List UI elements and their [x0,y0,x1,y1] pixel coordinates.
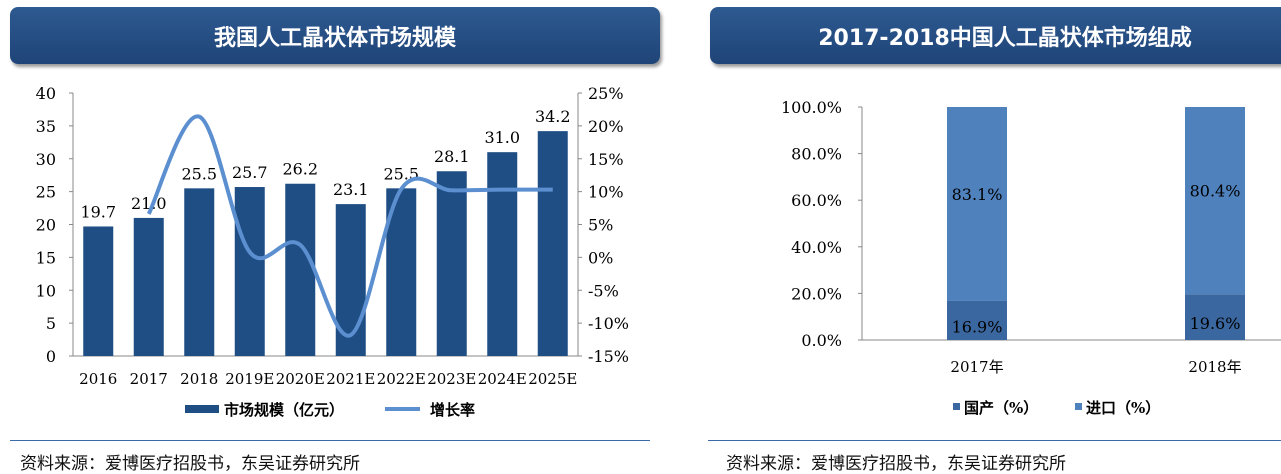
stack-segment [1185,107,1245,295]
x-tick-label: 2023E [427,370,476,388]
y-tick-label: 20.0% [791,284,842,303]
y2-tick-label: -5% [588,281,619,300]
bar-value-label: 21.0 [131,194,167,213]
bar-value-label: 23.1 [333,180,369,199]
legend-bar-swatch [185,405,219,413]
legend-label: 进口（%） [1086,399,1160,417]
x-tick-label: 2019E [225,370,274,388]
right-divider [708,440,1281,441]
bar-value-label: 19.7 [80,202,116,221]
legend-line-label: 增长率 [430,401,475,419]
y-tick-label: 0.0% [801,331,842,350]
growth-rate-line [146,114,553,338]
bar-value-label: 28.1 [434,147,470,166]
x-tick-label: 2020E [276,370,325,388]
bar-2019E [234,187,265,356]
bar-value-label: 31.0 [484,128,520,147]
bar-2020E [285,183,316,356]
y-tick-label: 0 [46,347,56,366]
y-tick-label: 15 [36,248,56,267]
legend-bar-label: 市场规模（亿元） [224,401,344,419]
stack-segment [947,107,1007,301]
y-tick-label: 10 [36,281,56,300]
left-chart-title: 我国人工晶状体市场规模 [10,7,660,64]
y2-tick-label: 0% [588,248,613,267]
left-divider [10,440,650,441]
bar-2018 [184,188,215,356]
bar-value-label: 25.5 [181,164,217,183]
y-tick-label: 80.0% [791,145,842,164]
x-tick-label: 2021E [326,370,375,388]
y2-tick-label: 15% [588,150,624,169]
legend-swatch [953,403,960,410]
bar-value-label: 34.2 [535,107,571,126]
segment-label: 16.9% [952,317,1003,336]
y-tick-label: 20 [36,216,56,235]
y2-tick-label: 25% [588,84,624,103]
x-tick-label: 2022E [377,370,426,388]
y-tick-label: 5 [46,314,56,333]
y2-tick-label: 20% [588,117,624,136]
bar-2025E [537,131,568,356]
x-tick-label: 2025E [528,370,577,388]
y-tick-label: 25 [36,183,56,202]
y-tick-label: 30 [36,150,56,169]
y2-tick-label: -15% [588,347,629,366]
bar-2016 [83,226,114,356]
bar-value-label: 26.2 [282,160,318,179]
segment-label: 19.6% [1190,314,1241,333]
y2-tick-label: 5% [588,216,613,235]
right-chart-title: 2017-2018中国人工晶状体市场组成 [710,7,1281,64]
bar-2024E [487,152,518,356]
y-tick-label: 40.0% [791,238,842,257]
stack-segment [947,300,1007,340]
y-tick-label: 35 [36,117,56,136]
bar-value-label: 25.7 [232,163,268,182]
y-tick-label: 60.0% [791,191,842,210]
x-tick-label: 2017年 [950,358,1003,376]
segment-label: 80.4% [1190,182,1241,201]
legend-label: 国产（%） [964,399,1038,417]
x-tick-label: 2024E [478,370,527,388]
x-tick-label: 2018 [180,370,218,388]
legend-swatch [1075,403,1082,410]
bar-2023E [436,171,467,356]
stack-segment [1185,294,1245,340]
left-source: 资料来源：爱博医疗招股书，东吴证券研究所 [20,454,360,474]
y2-tick-label: -10% [588,314,629,333]
y-tick-label: 100.0% [781,98,842,117]
x-tick-label: 2016 [79,370,117,388]
x-tick-label: 2018年 [1188,358,1241,376]
right-source: 资料来源：爱博医疗招股书，东吴证券研究所 [726,454,1066,474]
x-tick-label: 2017 [130,370,168,388]
bar-2017 [133,217,164,356]
y2-tick-label: 10% [588,183,624,202]
segment-label: 83.1% [952,185,1003,204]
y-tick-label: 40 [36,84,56,103]
